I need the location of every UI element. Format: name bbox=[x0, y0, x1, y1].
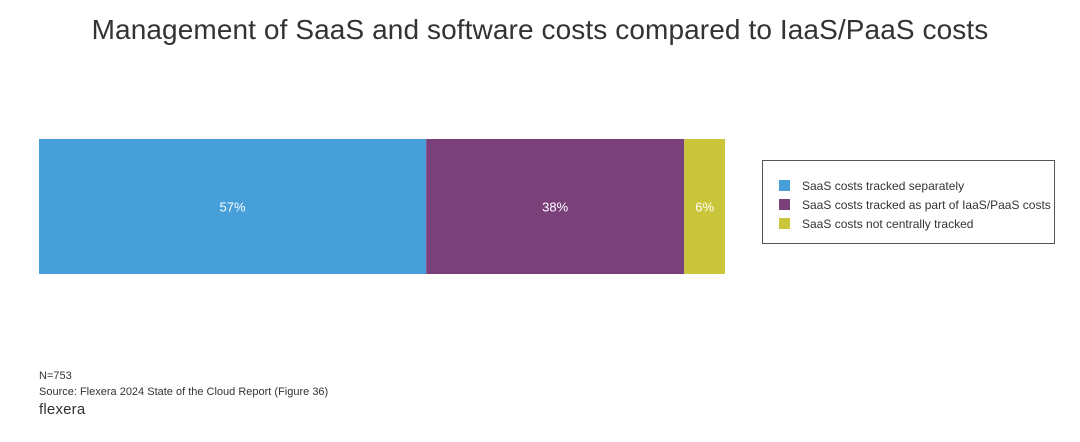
bar-segment-not-centrally-tracked bbox=[684, 139, 725, 274]
sample-size: N=753 bbox=[39, 370, 72, 382]
bar-chart-svg: 57% 38% 6% bbox=[39, 139, 725, 274]
chart-title: Management of SaaS and software costs co… bbox=[91, 14, 989, 45]
data-label: 57% bbox=[220, 200, 246, 215]
legend-swatch-tracked-separately bbox=[779, 180, 790, 191]
legend-item-tracked-with-iaas-paas: SaaS costs tracked as part of IaaS/PaaS … bbox=[779, 195, 1054, 214]
legend-item-not-centrally-tracked: SaaS costs not centrally tracked bbox=[779, 214, 1054, 233]
legend-label: SaaS costs not centrally tracked bbox=[802, 216, 974, 231]
legend: SaaS costs tracked separately SaaS costs… bbox=[762, 160, 1055, 244]
legend-item-tracked-separately: SaaS costs tracked separately bbox=[779, 176, 1054, 195]
bar-segment-tracked-separately bbox=[39, 139, 427, 274]
flexera-logo: flexera bbox=[39, 401, 86, 418]
legend-swatch-tracked-with-iaas-paas bbox=[779, 199, 790, 210]
legend-label: SaaS costs tracked as part of IaaS/PaaS … bbox=[802, 197, 1051, 212]
bar-segment-tracked-with-iaas-paas bbox=[426, 139, 685, 274]
legend-label: SaaS costs tracked separately bbox=[802, 178, 965, 193]
footer-notes: N=753 Source: Flexera 2024 State of the … bbox=[39, 368, 328, 400]
data-label: 6% bbox=[695, 200, 714, 215]
stacked-bar: 57% 38% 6% bbox=[39, 139, 725, 274]
data-label: 38% bbox=[542, 200, 568, 215]
legend-swatch-not-centrally-tracked bbox=[779, 218, 790, 229]
source-note: Source: Flexera 2024 State of the Cloud … bbox=[39, 386, 329, 398]
